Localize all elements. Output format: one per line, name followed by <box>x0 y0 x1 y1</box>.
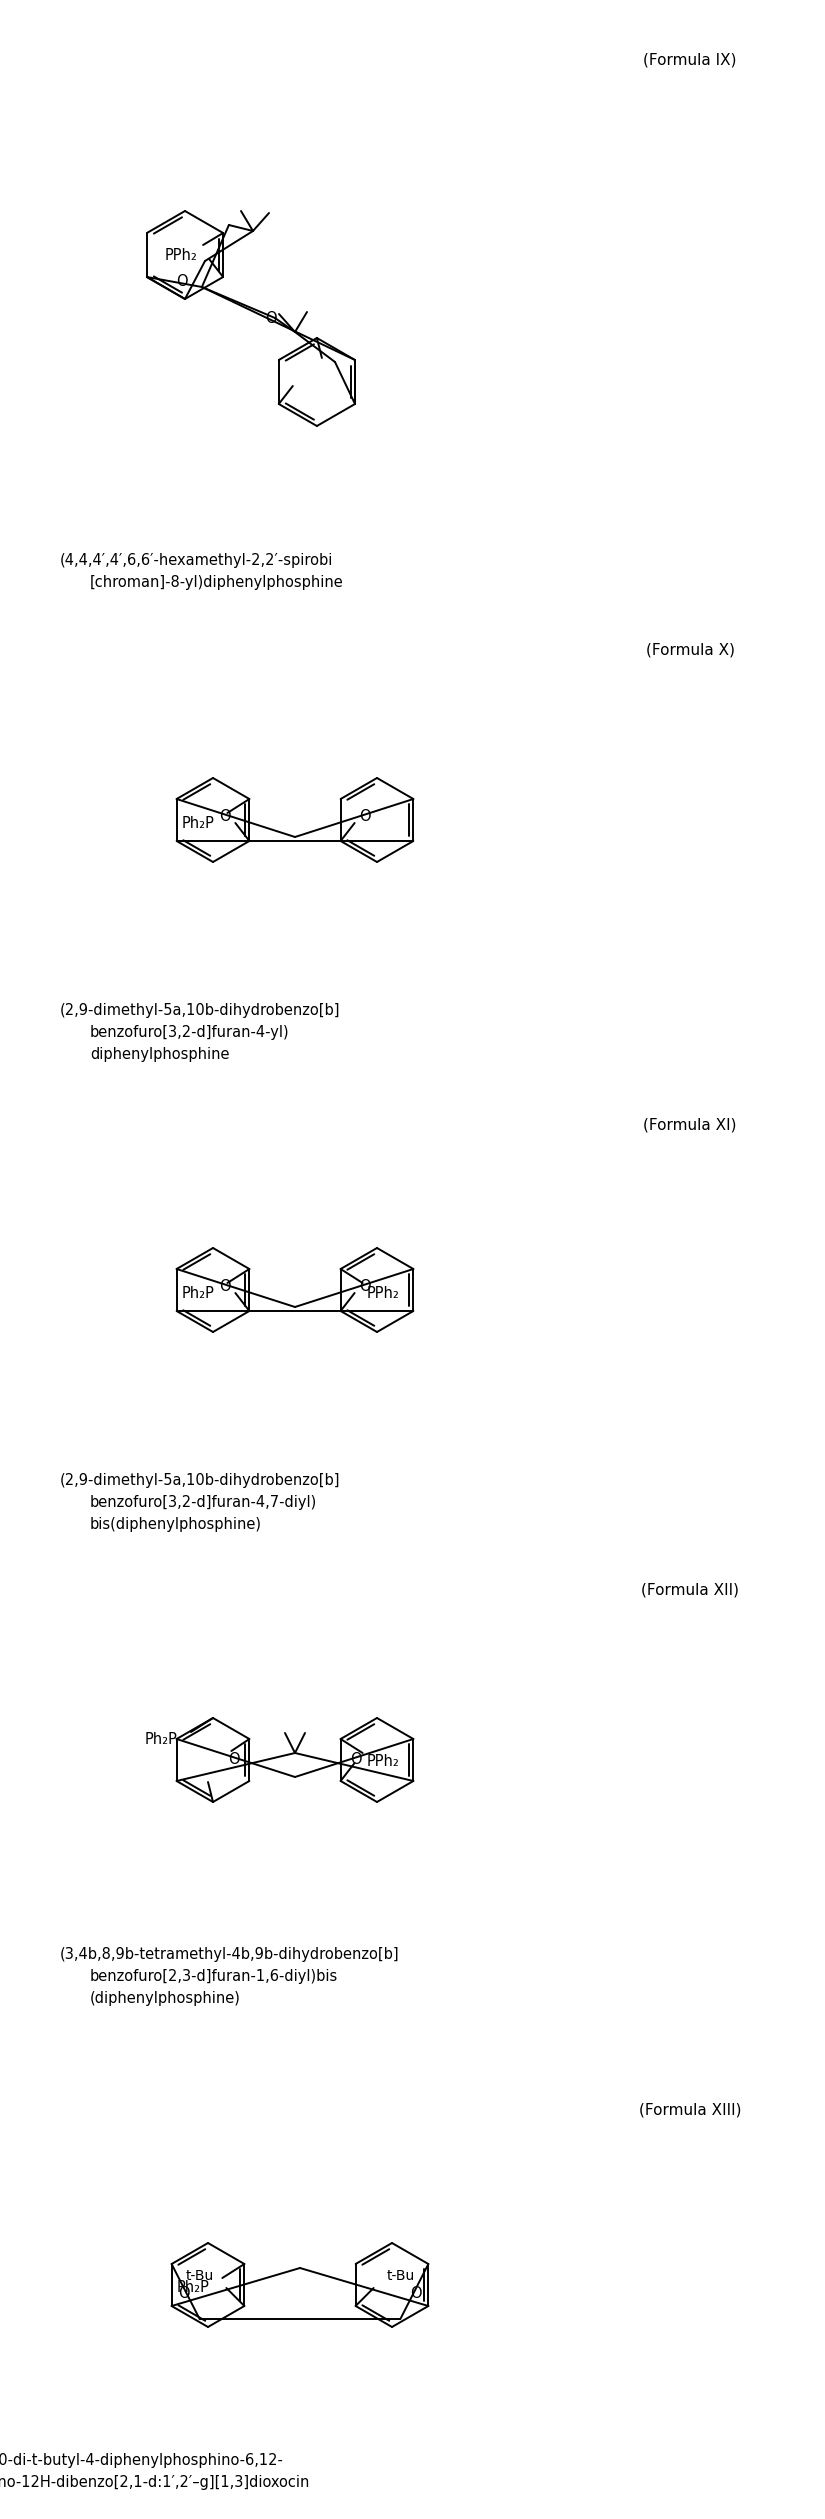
Text: (diphenylphosphine): (diphenylphosphine) <box>90 1993 241 2008</box>
Text: (Formula X): (Formula X) <box>645 642 734 657</box>
Text: PPh₂: PPh₂ <box>366 1285 399 1300</box>
Text: (Formula XIII): (Formula XIII) <box>639 2103 741 2118</box>
Text: (Formula XI): (Formula XI) <box>644 1118 737 1134</box>
Text: (Formula XII): (Formula XII) <box>641 1582 739 1597</box>
Text: benzofuro[2,3-d]furan-1,6-diyl)bis: benzofuro[2,3-d]furan-1,6-diyl)bis <box>90 1970 338 1985</box>
Text: t-Bu: t-Bu <box>186 2270 214 2282</box>
Text: t-Bu: t-Bu <box>386 2270 415 2282</box>
Text: (3,4b,8,9b-tetramethyl-4b,9b-dihydrobenzo[b]: (3,4b,8,9b-tetramethyl-4b,9b-dihydrobenz… <box>60 1947 399 1962</box>
Text: (Formula IX): (Formula IX) <box>644 53 737 68</box>
Text: (2,9-dimethyl-5a,10b-dihydrobenzo[b]: (2,9-dimethyl-5a,10b-dihydrobenzo[b] <box>60 1003 341 1018</box>
Text: (4,4,4′,4′,6,6′-hexamethyl-2,2′-spirobi: (4,4,4′,4′,6,6′-hexamethyl-2,2′-spirobi <box>60 552 333 567</box>
Text: Ph₂P: Ph₂P <box>145 1733 178 1748</box>
Text: 2,10-di-t-butyl-4-diphenylphosphino-6,12-: 2,10-di-t-butyl-4-diphenylphosphino-6,12… <box>0 2454 284 2469</box>
Text: O: O <box>177 275 188 290</box>
Text: O: O <box>219 809 231 824</box>
Text: O: O <box>410 2287 422 2302</box>
Text: O: O <box>178 2287 190 2302</box>
Text: benzofuro[3,2-d]furan-4-yl): benzofuro[3,2-d]furan-4-yl) <box>90 1025 290 1040</box>
Text: O: O <box>360 1280 371 1295</box>
Text: methano-12H-dibenzo[2,1-d:1′,2′–g][1,3]dioxocin: methano-12H-dibenzo[2,1-d:1′,2′–g][1,3]d… <box>0 2474 309 2489</box>
Text: benzofuro[3,2-d]furan-4,7-diyl): benzofuro[3,2-d]furan-4,7-diyl) <box>90 1494 318 1509</box>
Text: O: O <box>351 1753 362 1768</box>
Text: diphenylphosphine: diphenylphosphine <box>90 1045 229 1060</box>
Text: (2,9-dimethyl-5a,10b-dihydrobenzo[b]: (2,9-dimethyl-5a,10b-dihydrobenzo[b] <box>60 1474 341 1489</box>
Text: Ph₂P: Ph₂P <box>177 2280 210 2295</box>
Text: O: O <box>265 310 276 325</box>
Text: Ph₂P: Ph₂P <box>182 816 214 831</box>
Text: PPh₂: PPh₂ <box>366 1753 399 1768</box>
Text: [chroman]-8-yl)diphenylphosphine: [chroman]-8-yl)diphenylphosphine <box>90 574 344 589</box>
Text: Ph₂P: Ph₂P <box>182 1285 214 1300</box>
Text: PPh₂: PPh₂ <box>165 247 198 262</box>
Text: bis(diphenylphosphine): bis(diphenylphosphine) <box>90 1516 262 1532</box>
Text: O: O <box>228 1753 239 1768</box>
Text: O: O <box>219 1280 231 1295</box>
Text: O: O <box>360 809 371 824</box>
